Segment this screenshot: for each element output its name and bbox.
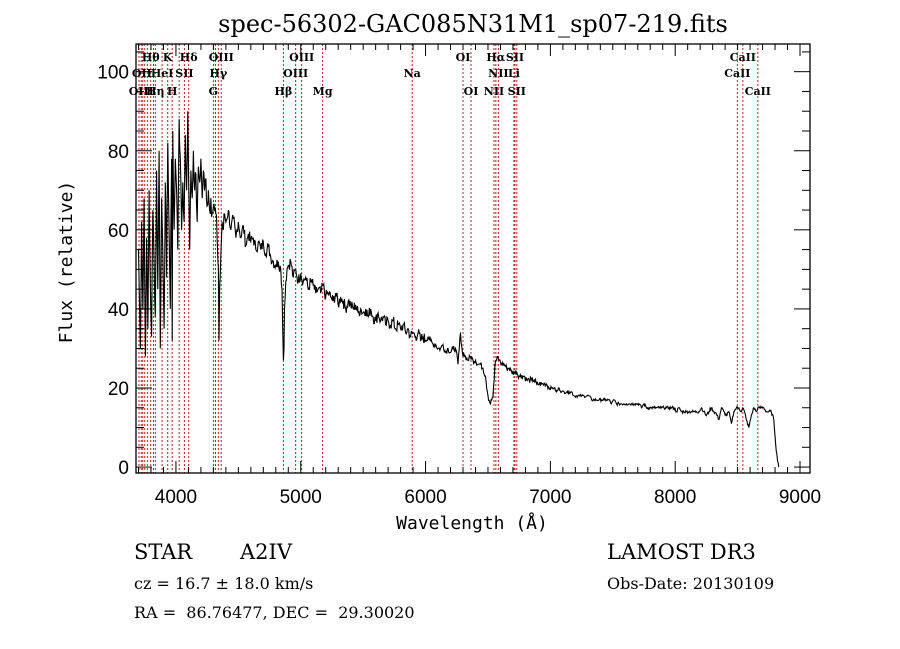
x-tick-label: 4000 bbox=[155, 487, 197, 508]
line-annotation: H bbox=[167, 85, 177, 98]
x-tick-label: 6000 bbox=[404, 487, 446, 508]
line-annotation: OIII bbox=[283, 67, 308, 80]
x-tick-label: 5000 bbox=[280, 487, 322, 508]
chart-title: spec-56302-GAC085N31M1_sp07-219.fits bbox=[218, 10, 728, 38]
object-subclass: A2IV bbox=[240, 540, 292, 564]
line-annotation: SII bbox=[508, 85, 526, 98]
line-annotation: Na bbox=[404, 67, 421, 80]
x-tick-label: 8000 bbox=[654, 487, 696, 508]
y-tick-label: 60 bbox=[108, 221, 129, 242]
line-annotation: NII bbox=[484, 85, 504, 98]
redshift-info: cz = 16.7 ± 18.0 km/s bbox=[134, 574, 314, 593]
y-tick-label: 100 bbox=[97, 63, 129, 84]
plot-frame bbox=[135, 43, 811, 474]
line-annotation: HeI bbox=[151, 67, 174, 80]
line-annotation: Hδ bbox=[180, 51, 198, 64]
line-annotation: SII bbox=[175, 67, 193, 80]
y-axis-label: Flux (relative) bbox=[56, 181, 77, 344]
line-annotation: NII bbox=[488, 67, 508, 80]
line-annotation: Hη bbox=[146, 85, 164, 98]
survey-name: LAMOST DR3 bbox=[607, 540, 756, 564]
y-tick-label: 0 bbox=[118, 458, 129, 479]
x-tick-label: 7000 bbox=[529, 487, 571, 508]
y-tick-label: 80 bbox=[108, 142, 129, 163]
series-group bbox=[137, 111, 780, 468]
x-axis-label: Wavelength (Å) bbox=[396, 512, 548, 534]
line-annotation: Hα bbox=[486, 51, 505, 64]
line-annotation: CaII bbox=[724, 67, 750, 80]
obs-date: Obs-Date: 20130109 bbox=[607, 574, 775, 593]
x-tick-label: 9000 bbox=[779, 487, 821, 508]
line-annotation: Mg bbox=[313, 85, 333, 98]
x-axis: 4000 5000 6000 7000 8000 9000 bbox=[137, 44, 821, 508]
line-annotation: Hβ bbox=[275, 85, 293, 98]
reference-lines bbox=[138, 44, 759, 473]
y-tick-label: 20 bbox=[108, 379, 129, 400]
line-annotation: OIII bbox=[289, 51, 314, 64]
coordinates: RA = 86.76477, DEC = 29.30020 bbox=[134, 603, 415, 622]
line-annotation: Li bbox=[508, 67, 520, 80]
line-annotation: Hγ bbox=[210, 67, 228, 80]
line-annotation: Hθ bbox=[142, 51, 160, 64]
line-annotation: K bbox=[163, 51, 173, 64]
y-tick-label: 40 bbox=[108, 300, 129, 321]
line-annotation: OII bbox=[132, 67, 152, 80]
object-class: STAR bbox=[134, 540, 193, 564]
line-annotation: OI bbox=[456, 51, 471, 64]
line-annotation: SII bbox=[506, 51, 524, 64]
line-annotation: G bbox=[209, 85, 218, 98]
line-annotation: OI bbox=[464, 85, 479, 98]
line-annotation: OIII bbox=[209, 51, 234, 64]
line-annotation: CaII bbox=[730, 51, 756, 64]
line-annotation: CaII bbox=[745, 85, 771, 98]
spectrum-line bbox=[137, 111, 780, 468]
y-axis: 0 20 40 60 80 100 bbox=[97, 51, 810, 479]
